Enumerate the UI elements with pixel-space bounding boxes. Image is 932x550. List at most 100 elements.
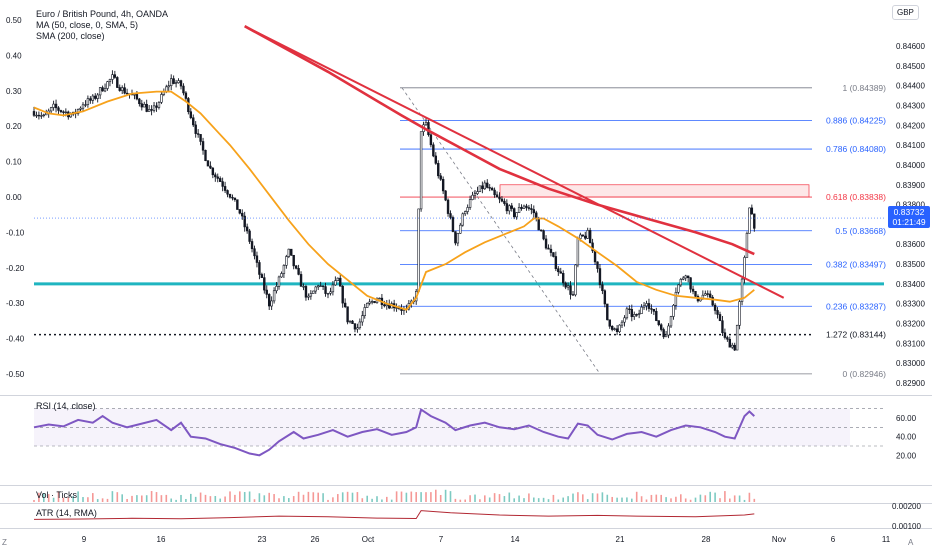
candle-body bbox=[302, 286, 305, 288]
fib-level-label: 1 (0.84389) bbox=[843, 83, 887, 93]
candle-body bbox=[716, 310, 719, 315]
volume-bar bbox=[729, 498, 731, 502]
volume-bar bbox=[670, 498, 672, 502]
candle-body bbox=[123, 87, 126, 94]
volume-bar bbox=[405, 492, 408, 502]
candle-body bbox=[564, 282, 567, 288]
volume-bar bbox=[449, 491, 452, 502]
candle-body bbox=[118, 87, 121, 91]
volume-bar bbox=[194, 496, 197, 502]
candle-body bbox=[79, 107, 82, 110]
time-tick-label: 23 bbox=[258, 535, 267, 544]
volume-bar bbox=[278, 498, 280, 502]
time-tick-label: 14 bbox=[511, 535, 520, 544]
volume-bar bbox=[199, 492, 202, 502]
candle-body bbox=[196, 133, 200, 135]
volume-bar bbox=[224, 496, 226, 502]
candle-body bbox=[287, 248, 290, 257]
volume-bar bbox=[518, 495, 520, 502]
volume-bar bbox=[533, 497, 535, 502]
candle-body bbox=[684, 275, 687, 279]
candle-body bbox=[625, 308, 629, 319]
volume-bar bbox=[38, 492, 40, 502]
volume-bar bbox=[601, 492, 604, 502]
candle-body bbox=[535, 212, 538, 219]
candle-body bbox=[544, 238, 548, 249]
volume-bar bbox=[611, 496, 613, 502]
currency-label[interactable]: GBP bbox=[892, 5, 919, 20]
atr-line bbox=[33, 510, 755, 520]
candle-body bbox=[143, 103, 146, 108]
volume-legend: Vol · Ticks bbox=[36, 490, 78, 500]
volume-bar bbox=[645, 499, 648, 502]
candle-body bbox=[170, 78, 173, 86]
candle-body bbox=[353, 323, 357, 330]
volume-bar bbox=[322, 493, 324, 502]
volume-bar bbox=[141, 495, 143, 502]
candle-body bbox=[299, 274, 303, 287]
left-tick-label: -0.50 bbox=[6, 370, 25, 379]
volume-pane bbox=[33, 489, 756, 502]
candle-body bbox=[669, 316, 673, 327]
volume-bar bbox=[523, 498, 525, 502]
volume-bar bbox=[317, 492, 319, 502]
volume-bar bbox=[288, 498, 290, 502]
candle-body bbox=[510, 205, 513, 209]
candle-body bbox=[121, 87, 124, 91]
candle-body bbox=[331, 284, 335, 293]
candle-body bbox=[738, 301, 741, 326]
fib-level-label: 0.786 (0.84080) bbox=[826, 144, 886, 154]
candle-body bbox=[419, 131, 423, 210]
volume-bar bbox=[420, 492, 422, 502]
candle-body bbox=[84, 104, 87, 106]
candle-body bbox=[292, 254, 295, 267]
rsi-tick-label: 20.00 bbox=[896, 451, 917, 460]
volume-bar bbox=[743, 499, 746, 502]
candle-body bbox=[748, 207, 751, 234]
candle-body bbox=[721, 320, 724, 333]
volume-bar bbox=[87, 497, 89, 502]
candle-body bbox=[42, 114, 46, 116]
candle-body bbox=[189, 111, 192, 119]
candle-body bbox=[456, 233, 460, 244]
candle-body bbox=[481, 185, 484, 190]
candle-body bbox=[89, 98, 92, 101]
auto-scale-button[interactable]: A bbox=[908, 538, 914, 547]
volume-bar bbox=[337, 494, 339, 502]
volume-bar bbox=[386, 496, 388, 502]
candle-body bbox=[647, 303, 651, 309]
candle-body bbox=[223, 186, 227, 191]
volume-bar bbox=[175, 499, 177, 502]
volume-bar bbox=[444, 489, 447, 502]
left-tick-label: 0.50 bbox=[6, 16, 22, 25]
candle-body bbox=[662, 329, 665, 338]
candle-body bbox=[517, 207, 521, 213]
candle-body bbox=[441, 179, 445, 192]
volume-bar bbox=[219, 498, 221, 502]
volume-bar bbox=[596, 493, 599, 502]
volume-bar bbox=[616, 497, 618, 502]
volume-bar bbox=[160, 495, 163, 502]
volume-bar bbox=[332, 497, 334, 502]
candle-body bbox=[365, 302, 369, 308]
volume-bar bbox=[234, 494, 236, 502]
candle-body bbox=[194, 124, 197, 134]
timezone-button[interactable]: Z bbox=[2, 538, 7, 547]
candle-body bbox=[211, 167, 215, 176]
candle-body bbox=[106, 81, 109, 89]
candle-body bbox=[711, 296, 714, 306]
volume-bar bbox=[719, 498, 721, 502]
candle-body bbox=[201, 141, 205, 151]
volume-bar bbox=[204, 494, 207, 502]
candle-body bbox=[424, 122, 428, 126]
price-tick-label: 0.84200 bbox=[896, 121, 925, 130]
candle-body bbox=[630, 309, 634, 317]
candle-body bbox=[172, 78, 175, 84]
price-tick-label: 0.83400 bbox=[896, 280, 925, 289]
volume-bar bbox=[454, 498, 457, 502]
time-tick-label: 7 bbox=[439, 535, 444, 544]
candle-body bbox=[490, 187, 494, 191]
candle-body bbox=[184, 92, 188, 99]
candle-body bbox=[449, 213, 452, 218]
